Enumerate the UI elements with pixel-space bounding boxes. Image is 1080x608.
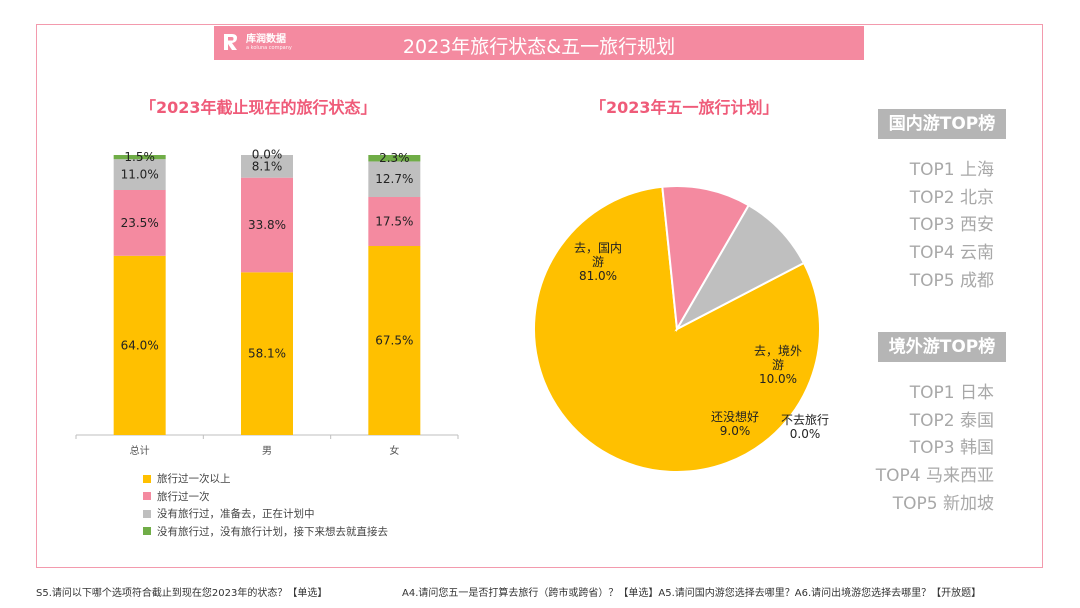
bar-segment — [368, 197, 421, 246]
content-frame — [36, 24, 1043, 568]
domestic-top-list: TOP1 上海 TOP2 北京 TOP3 西安 TOP4 云南 TOP5 成都 — [794, 157, 994, 295]
bar-segment — [113, 190, 166, 256]
bar-chart-title: 「2023年截止现在的旅行状态」 — [140, 98, 377, 117]
bar-data-label: 0.0% — [252, 147, 283, 161]
x-tick-label: 女 — [389, 444, 399, 457]
pie-data-label: 还没想好 9.0% — [711, 409, 759, 438]
abroad-top-item: TOP5 新加坡 — [892, 493, 994, 514]
bar-data-label: 33.8% — [248, 218, 286, 232]
bar-data-label: 67.5% — [375, 334, 413, 348]
bar-segment — [368, 161, 421, 197]
x-tick-label: 男 — [262, 445, 272, 457]
legend-swatch — [143, 492, 151, 501]
bar-data-label: 2.3% — [379, 151, 410, 165]
pie-slice — [661, 185, 751, 333]
stacked-bar-chart: 64.0% 23.5% 11.0% 1.5% 总计 58.1% 33.8% 8.1%0.0% 男… — [75, 147, 459, 457]
bar-data-label: 58.1% — [248, 347, 286, 361]
bar-data-label: 23.5% — [121, 216, 159, 230]
bar-data-label: 8.1% — [252, 159, 283, 173]
legend-label: 旅行过一次以上 — [157, 473, 231, 486]
footer-note-left: S5.请问以下哪个选项符合截止到现在您2023年的状态？【单选】 — [36, 588, 328, 599]
bar-data-label: 1.5% — [124, 150, 155, 164]
legend-item: 旅行过一次 — [143, 488, 388, 506]
legend-swatch — [143, 474, 151, 483]
domestic-top-item: TOP3 西安 — [909, 215, 994, 236]
bar-segment — [241, 272, 293, 435]
bar-data-label: 17.5% — [375, 215, 413, 229]
bar-segment — [113, 155, 166, 160]
abroad-top-item: TOP4 马来西亚 — [875, 466, 994, 487]
abroad-top-header: 境外游TOP榜 — [878, 332, 1006, 362]
domestic-top-item: TOP1 上海 — [909, 160, 994, 180]
bar-data-label: 64.0% — [121, 338, 159, 352]
page-title: 2023年旅行状态&五一旅行规划 — [402, 36, 676, 58]
header-banner: 库润数据 a koluna company 2023年旅行状态&五一旅行规划 — [214, 26, 864, 60]
domestic-top-item: TOP4 云南 — [909, 243, 994, 264]
bar-segment — [113, 255, 166, 435]
legend-label: 没有旅行过，没有旅行计划，接下来想去就直接去 — [157, 525, 388, 538]
legend-item: 没有旅行过，没有旅行计划，接下来想去就直接去 — [143, 523, 388, 541]
pie-data-label: 不去旅行 0.0% — [781, 413, 829, 441]
pie-slice — [674, 203, 806, 332]
legend-swatch — [143, 527, 151, 536]
domestic-top-header: 国内游TOP榜 — [878, 109, 1006, 139]
legend-item: 没有旅行过，准备去，正在计划中 — [143, 505, 388, 523]
bar-segment — [113, 159, 166, 190]
bar-data-label: 12.7% — [375, 172, 413, 186]
abroad-top-list: TOP1 日本 TOP2 泰国 TOP3 韩国 TOP4 马来西亚 TOP5 新… — [794, 380, 994, 518]
bar-data-label: 11.0% — [121, 168, 159, 182]
legend-label: 旅行过一次 — [157, 490, 210, 503]
logo-subtext: a koluna company — [246, 44, 292, 51]
bar-segment — [241, 177, 293, 273]
bar-legend: 旅行过一次以上 旅行过一次没有旅行过，准备去，正在计划中没有旅行过，没有旅行计划，… — [143, 470, 388, 540]
legend-label: 没有旅行过，准备去，正在计划中 — [157, 508, 315, 521]
x-tick-label: 总计 — [130, 444, 150, 457]
legend-item: 旅行过一次以上 — [143, 470, 388, 488]
bar-segment — [368, 155, 421, 162]
legend-swatch — [143, 509, 151, 518]
pie-chart: 去，国内游 81.0% 去，境外游 10.0% 还没想好 9.0% 不去旅行 0.0% — [533, 185, 829, 473]
bar-segment — [368, 246, 421, 435]
pie-data-label: 去，国内游 81.0% — [574, 241, 622, 283]
footer-note-right: A4.请问您五一是否打算去旅行（跨市或跨省）？【单选】A5.请问国内游您选择去哪… — [402, 588, 982, 599]
bar-segment — [241, 155, 293, 178]
brand-logo: 库润数据 a koluna company — [222, 32, 292, 52]
pie-data-label: 去，境外游 10.0% — [754, 343, 802, 386]
logo-text: 库润数据 — [246, 33, 286, 45]
abroad-top-item: TOP2 泰国 — [909, 410, 994, 431]
domestic-top-item: TOP2 北京 — [909, 187, 994, 208]
domestic-top-item: TOP5 成都 — [909, 270, 994, 291]
abroad-top-item: TOP3 韩国 — [909, 438, 994, 459]
abroad-top-item: TOP1 日本 — [909, 383, 994, 403]
pie-chart-title: 「2023年五一旅行计划」 — [590, 98, 779, 117]
logo-icon — [224, 34, 237, 50]
